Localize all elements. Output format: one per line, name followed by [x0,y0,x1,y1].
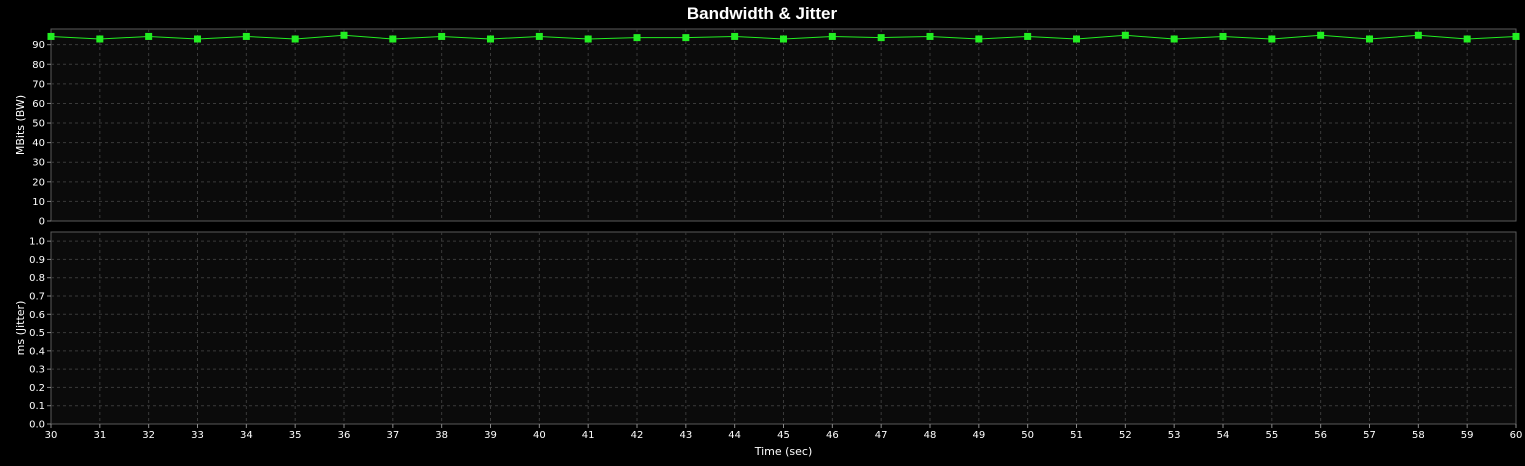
jitter-xtick-label: 55 [1265,430,1278,441]
bw-data-point [1121,31,1129,39]
bw-data-point [535,32,543,40]
jitter-xtick-label: 40 [533,430,546,441]
jitter-ytick-label: 0.6 [29,310,45,321]
jitter-ytick-label: 0.9 [29,255,45,266]
bw-data-point [438,32,446,40]
jitter-xtick-label: 44 [728,430,741,441]
jitter-xtick-label: 42 [631,430,644,441]
jitter-xtick-label: 34 [240,430,253,441]
bw-data-point [1317,31,1325,39]
jitter-ytick-label: 0.3 [29,365,45,376]
jitter-xtick-label: 39 [484,430,497,441]
jitter-xtick-label: 33 [191,430,204,441]
bw-ytick-label: 70 [32,79,45,90]
bw-data-point [1463,35,1471,43]
bw-ytick-label: 50 [32,119,45,130]
jitter-ytick-label: 0.5 [29,328,45,339]
jitter-ytick-label: 0.8 [29,273,45,284]
jitter-xtick-label: 56 [1314,430,1327,441]
bw-data-point [1024,32,1032,40]
bw-data-point [1268,35,1276,43]
bw-data-point [584,35,592,43]
bw-data-point [731,32,739,40]
bw-data-point [1073,35,1080,43]
bw-data-point [47,32,55,40]
bw-data-point [145,32,153,40]
bw-ytick-label: 30 [32,158,45,169]
jitter-xtick-label: 53 [1168,430,1181,441]
bw-ytick-label: 10 [32,197,45,208]
jitter-xtick-label: 46 [826,430,839,441]
jitter-xtick-label: 59 [1461,430,1474,441]
jitter-ytick-label: 1.0 [29,237,45,248]
x-axis-label: Time (sec) [754,445,813,458]
jitter-xtick-label: 47 [875,430,888,441]
bw-ytick-label: 0 [39,217,45,228]
jitter-panel: 0.0 0.1 0.2 0.3 0.4 0.5 0.6 0.7 0.8 0.9 1.0 ms (Jit… [14,231,1523,458]
bw-data-point [877,34,885,42]
jitter-xtick-label: 32 [142,430,155,441]
bw-data-point [1512,32,1520,40]
jitter-xtick-label: 49 [972,430,985,441]
jitter-ytick-label: 0.0 [29,420,45,431]
jitter-ytick-label: 0.2 [29,383,45,394]
bw-data-point [926,32,934,40]
jitter-xtick-label: 51 [1070,430,1083,441]
bw-data-point [780,35,787,43]
jitter-xtick-label: 45 [777,430,790,441]
jitter-xtick-label: 50 [1021,430,1034,441]
bw-data-point [1219,32,1227,40]
jitter-xtick-label: 30 [45,430,58,441]
jitter-xtick-label: 36 [338,430,351,441]
bw-data-point [633,34,641,42]
bw-data-point [975,35,983,43]
bw-ytick-label: 40 [32,138,45,149]
bw-data-point [1366,35,1373,43]
bw-data-point [96,35,104,43]
bandwidth-panel: 0 10 20 30 40 50 60 70 80 90 MBits (BW) [14,28,1520,228]
jitter-xtick-label: 37 [386,430,399,441]
jitter-xtick-label: 38 [435,430,448,441]
bw-data-point [828,32,836,40]
bw-ytick-label: 60 [32,99,45,110]
jitter-ytick-label: 0.1 [29,401,45,412]
bw-data-point [340,31,348,39]
jitter-y-axis-label: ms (Jitter) [14,301,27,356]
jitter-xtick-label: 31 [93,430,106,441]
jitter-xtick-label: 54 [1217,430,1230,441]
jitter-ytick-label: 0.4 [29,346,45,357]
jitter-xtick-label: 57 [1363,430,1376,441]
bw-ytick-label: 90 [32,40,45,51]
jitter-xtick-label: 43 [679,430,692,441]
jitter-xtick-label: 60 [1510,430,1523,441]
bw-y-axis-label: MBits (BW) [14,95,27,155]
jitter-xtick-label: 35 [289,430,302,441]
chart-title: Bandwidth & Jitter [687,4,838,23]
jitter-xtick-label: 52 [1119,430,1132,441]
bw-data-point [389,35,397,43]
jitter-xtick-label: 41 [582,430,595,441]
bw-data-point [194,35,201,43]
bw-data-point [1414,31,1422,39]
bw-data-point [682,34,690,42]
bw-data-point [242,32,250,40]
jitter-xtick-label: 48 [924,430,937,441]
bw-ytick-label: 80 [32,60,45,71]
jitter-xtick-label: 58 [1412,430,1425,441]
bw-data-point [487,35,494,43]
jitter-ytick-label: 0.7 [29,292,45,303]
bw-data-point [1170,35,1178,43]
bw-data-point [291,35,299,43]
bw-ytick-label: 20 [32,177,45,188]
